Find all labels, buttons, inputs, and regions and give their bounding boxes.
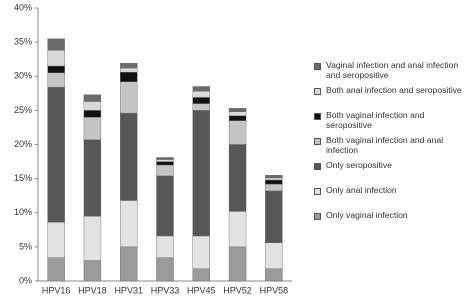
y-tick-label: 15% xyxy=(14,173,32,183)
x-tick-label: HPV52 xyxy=(223,285,252,295)
legend-label: Both anal infection and seropositive xyxy=(326,85,462,95)
legend-label: Only anal infection xyxy=(326,185,397,195)
bar-segment xyxy=(47,86,65,223)
legend-item: Only vaginal infection xyxy=(314,210,472,235)
bar-segment xyxy=(120,67,138,73)
x-tick-label: HPV16 xyxy=(42,285,71,295)
legend-label: Both vaginal infection and anal infectio… xyxy=(326,135,444,155)
bar-segment xyxy=(47,257,65,282)
y-tick-label: 35% xyxy=(14,37,32,47)
bar-segment xyxy=(265,183,283,192)
legend-item: Only anal infection xyxy=(314,185,472,210)
legend-swatch xyxy=(314,88,321,95)
legend-swatch xyxy=(314,63,321,70)
legend-label: Only vaginal infection xyxy=(326,210,408,220)
bar-segment xyxy=(192,235,210,269)
bar-segment xyxy=(47,38,65,51)
bar-segment xyxy=(83,116,102,140)
bar-segment xyxy=(120,112,138,201)
legend-item: Vaginal infection and anal infection and… xyxy=(314,60,472,85)
bar-segment xyxy=(120,200,138,248)
bar-segment xyxy=(192,86,210,92)
bar-segment xyxy=(228,108,247,112)
bar-segment xyxy=(156,161,174,166)
legend-swatch xyxy=(314,138,321,145)
bar-segment xyxy=(192,110,210,237)
bar-segment xyxy=(265,179,283,185)
bar-segment xyxy=(228,115,247,121)
bar-segment xyxy=(228,211,247,248)
legend-item: Both vaginal infection and anal infectio… xyxy=(314,135,472,160)
bar-segment xyxy=(47,50,65,67)
bar-segment xyxy=(83,110,102,118)
bar-segment xyxy=(47,222,65,258)
legend-item: Only seropositive xyxy=(314,160,472,185)
bar-segment xyxy=(192,91,210,98)
bar-segment xyxy=(265,177,283,181)
legend-item: Both vaginal infection and seropositive xyxy=(314,110,472,135)
y-tick-label: 0% xyxy=(19,275,32,285)
bar-segment xyxy=(192,268,210,282)
y-tick-label: 40% xyxy=(14,2,32,12)
legend-swatch xyxy=(314,213,321,220)
x-tick-label: HPV18 xyxy=(78,285,107,295)
bar-segment xyxy=(83,215,102,261)
bar-segment xyxy=(156,164,174,177)
bar-segment xyxy=(228,246,247,282)
bar-segment xyxy=(83,139,102,217)
bar-segment xyxy=(120,246,138,282)
legend-item: Both anal infection and seropositive xyxy=(314,85,472,110)
bar-segment xyxy=(156,257,174,282)
bar-segment xyxy=(156,157,174,160)
legend-label: Vaginal infection and anal infection and… xyxy=(326,60,459,80)
bar-segment xyxy=(156,235,174,258)
bar-segment xyxy=(120,63,138,69)
bar-segment xyxy=(120,81,138,114)
bar-segment xyxy=(265,242,283,269)
y-tick-label: 30% xyxy=(14,71,32,81)
x-tick-label: HPV45 xyxy=(187,285,216,295)
legend-swatch xyxy=(314,113,321,120)
y-tick-label: 5% xyxy=(19,241,32,251)
x-tick-label: HPV31 xyxy=(114,285,143,295)
bar-segment xyxy=(47,65,65,74)
x-tick-label: HPV58 xyxy=(260,285,289,295)
y-tick-label: 20% xyxy=(14,139,32,149)
y-tick-label: 10% xyxy=(14,207,32,217)
bar-segment xyxy=(192,103,210,111)
bar-segment xyxy=(228,144,247,212)
legend-swatch xyxy=(314,163,321,170)
legend-swatch xyxy=(314,188,321,195)
bar-segment xyxy=(47,72,65,88)
bar-segment xyxy=(83,94,102,102)
bar-segment xyxy=(228,120,247,145)
bar-segment xyxy=(228,111,247,117)
bar-segment xyxy=(265,268,283,282)
bar-segment xyxy=(83,260,102,282)
bar-segment xyxy=(83,101,102,111)
legend-label: Both vaginal infection and seropositive xyxy=(326,110,425,130)
bar-segment xyxy=(156,159,174,162)
bar-segment xyxy=(265,175,283,179)
bar-segment xyxy=(192,97,210,104)
bar-segment xyxy=(120,71,138,82)
legend-label: Only seropositive xyxy=(326,160,392,170)
bar-segment xyxy=(156,175,174,237)
legend: Vaginal infection and anal infection and… xyxy=(314,60,472,235)
bar-segment xyxy=(265,190,283,243)
y-tick-label: 25% xyxy=(14,105,32,115)
x-tick-label: HPV33 xyxy=(151,285,180,295)
